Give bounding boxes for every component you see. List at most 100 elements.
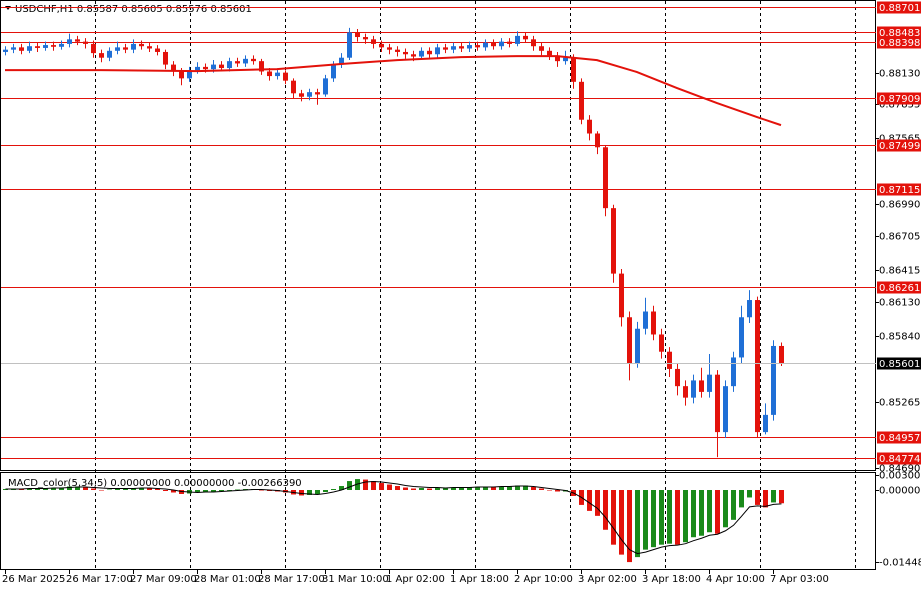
candle-body	[411, 54, 416, 57]
candle-body	[611, 208, 616, 274]
candle-body	[499, 41, 504, 47]
macd-bar	[555, 490, 560, 492]
candle-body	[635, 328, 640, 364]
candle-body	[195, 66, 200, 71]
macd-bar	[443, 488, 448, 491]
candle-body	[315, 92, 320, 95]
x-tick-label: 27 Mar 09:00	[130, 574, 197, 585]
candle-body	[595, 133, 600, 148]
candle-body	[403, 51, 408, 55]
candle-body	[203, 66, 208, 70]
price-label-box	[877, 1, 921, 14]
macd-bar	[195, 490, 200, 493]
moving-average	[5, 55, 782, 127]
x-tick-label: 7 Apr 03:00	[770, 574, 829, 585]
candle-body	[131, 43, 136, 50]
macd-bar	[59, 487, 64, 491]
candle-body	[307, 92, 312, 97]
macd-bar	[691, 490, 696, 538]
candle-body	[155, 48, 160, 52]
candle-body	[267, 71, 272, 77]
macd-bar	[171, 490, 176, 493]
macd-bar	[123, 488, 128, 491]
candle-body	[483, 42, 488, 48]
candle-body	[491, 42, 496, 47]
macd-bar	[411, 488, 416, 491]
candle-body	[451, 46, 456, 50]
candle-body	[163, 51, 168, 65]
candle-body	[523, 35, 528, 40]
chart-title: USDCHF,H1 0.85587 0.85605 0.85576 0.8560…	[15, 4, 252, 15]
macd-bar	[659, 490, 664, 545]
macd-bar	[779, 490, 784, 504]
candle-body	[139, 43, 144, 47]
macd-bar	[203, 490, 208, 492]
candle-body	[91, 43, 96, 54]
candle-body	[435, 47, 440, 55]
macd-bar	[635, 490, 640, 558]
macd-bar	[595, 490, 600, 516]
candle-body	[115, 47, 120, 51]
macd-bar	[387, 484, 392, 491]
candle-body	[755, 300, 760, 433]
candle-body	[459, 46, 464, 49]
y2-tick-label: 0.000000	[879, 486, 921, 497]
candle-body	[299, 93, 304, 97]
candle-body	[763, 414, 768, 433]
macd-bar	[99, 490, 104, 491]
macd-bar	[427, 488, 432, 491]
candle-body	[675, 368, 680, 387]
macd-bar	[51, 488, 56, 491]
macd-bar	[763, 490, 768, 508]
macd-bar	[347, 481, 352, 491]
price-label: 0.84957	[879, 433, 920, 444]
macd-bar	[91, 488, 96, 491]
macd-bar	[339, 486, 344, 491]
y2-tick-label: 0.003006	[879, 471, 921, 482]
x-tick-label: 31 Mar 10:00	[322, 574, 389, 585]
macd-bar	[667, 490, 672, 544]
macd-bar	[27, 488, 32, 491]
macd-bar	[611, 490, 616, 545]
macd-bar	[307, 490, 312, 495]
candle-body	[515, 35, 520, 44]
candle-body	[475, 45, 480, 48]
macd-bar	[531, 487, 536, 491]
macd-bar	[75, 486, 80, 491]
candle-body	[259, 61, 264, 72]
macd-bar	[707, 490, 712, 533]
macd-bar	[603, 490, 608, 530]
candle-body	[627, 317, 632, 364]
price-label: 0.88398	[879, 38, 920, 49]
macd-bar	[755, 490, 760, 505]
macd-bar	[619, 490, 624, 555]
macd-bar	[475, 487, 480, 491]
candle-body	[323, 78, 328, 95]
macd-bar	[227, 490, 232, 491]
price-label-box	[877, 26, 921, 39]
price-label-box	[877, 36, 921, 49]
candle-body	[683, 386, 688, 398]
x-tick-label: 2 Apr 10:00	[514, 574, 573, 585]
candle-body	[667, 351, 672, 369]
candle-body	[507, 41, 512, 44]
candle-body	[579, 81, 584, 120]
candle-body	[275, 72, 280, 77]
macd-bar	[435, 488, 440, 491]
x-tick-label: 26 Mar 2025	[2, 574, 65, 585]
price-label: 0.86261	[879, 283, 920, 294]
macd-bar	[67, 486, 72, 491]
candle-body	[251, 58, 256, 62]
candle-body	[187, 70, 192, 79]
price-label: 0.87909	[879, 94, 920, 105]
candle-body	[243, 58, 248, 64]
price-label: 0.87115	[879, 185, 920, 196]
x-tick-label: 1 Apr 02:00	[386, 574, 445, 585]
candle-body	[547, 50, 552, 56]
candle-body	[339, 57, 344, 65]
candle-body	[659, 334, 664, 352]
macd-bar	[771, 490, 776, 503]
price-label: 0.87499	[879, 141, 920, 152]
macd-bar	[115, 488, 120, 491]
